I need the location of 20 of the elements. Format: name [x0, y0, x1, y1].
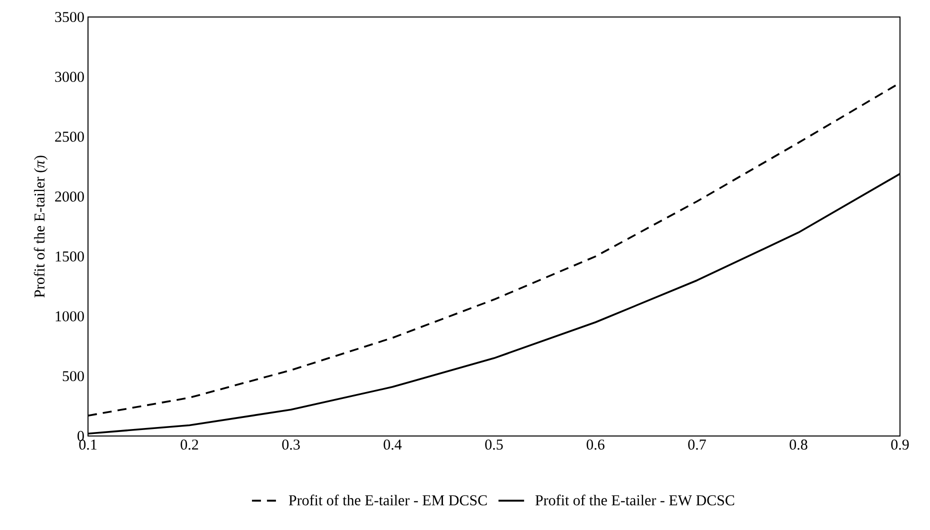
- x-tick-label: 0.1: [79, 440, 96, 450]
- x-tick-label: 0.6: [586, 440, 604, 450]
- x-tick-label: 0.8: [790, 440, 808, 450]
- x-tick-label: 0.4: [384, 440, 402, 450]
- x-tick-label: 0.2: [180, 440, 198, 450]
- y-tick-label: 3000: [55, 72, 84, 82]
- y-tick-label: 3500: [55, 12, 84, 22]
- y-tick-label: 2000: [55, 192, 84, 202]
- y-tick-label: 0: [78, 430, 84, 442]
- y-tick-label: 500: [62, 371, 84, 382]
- x-tick-label: 0.3: [282, 440, 300, 450]
- y-tick-label: 1500: [56, 251, 84, 262]
- legend-label: Profit of the E-tailer - EW DCSC: [535, 494, 734, 506]
- y-tick-label: 1000: [56, 311, 84, 322]
- y-tick-label: 2500: [55, 132, 84, 142]
- x-tick-label: 0.5: [485, 440, 503, 450]
- x-tick-label: 0.9: [891, 440, 909, 450]
- legend-label: Profit of the E-tailer - EM DCSC: [288, 494, 487, 506]
- y-axis-title: Profit of the E-tailer (π): [34, 156, 48, 298]
- x-tick-label: 0.7: [688, 440, 706, 450]
